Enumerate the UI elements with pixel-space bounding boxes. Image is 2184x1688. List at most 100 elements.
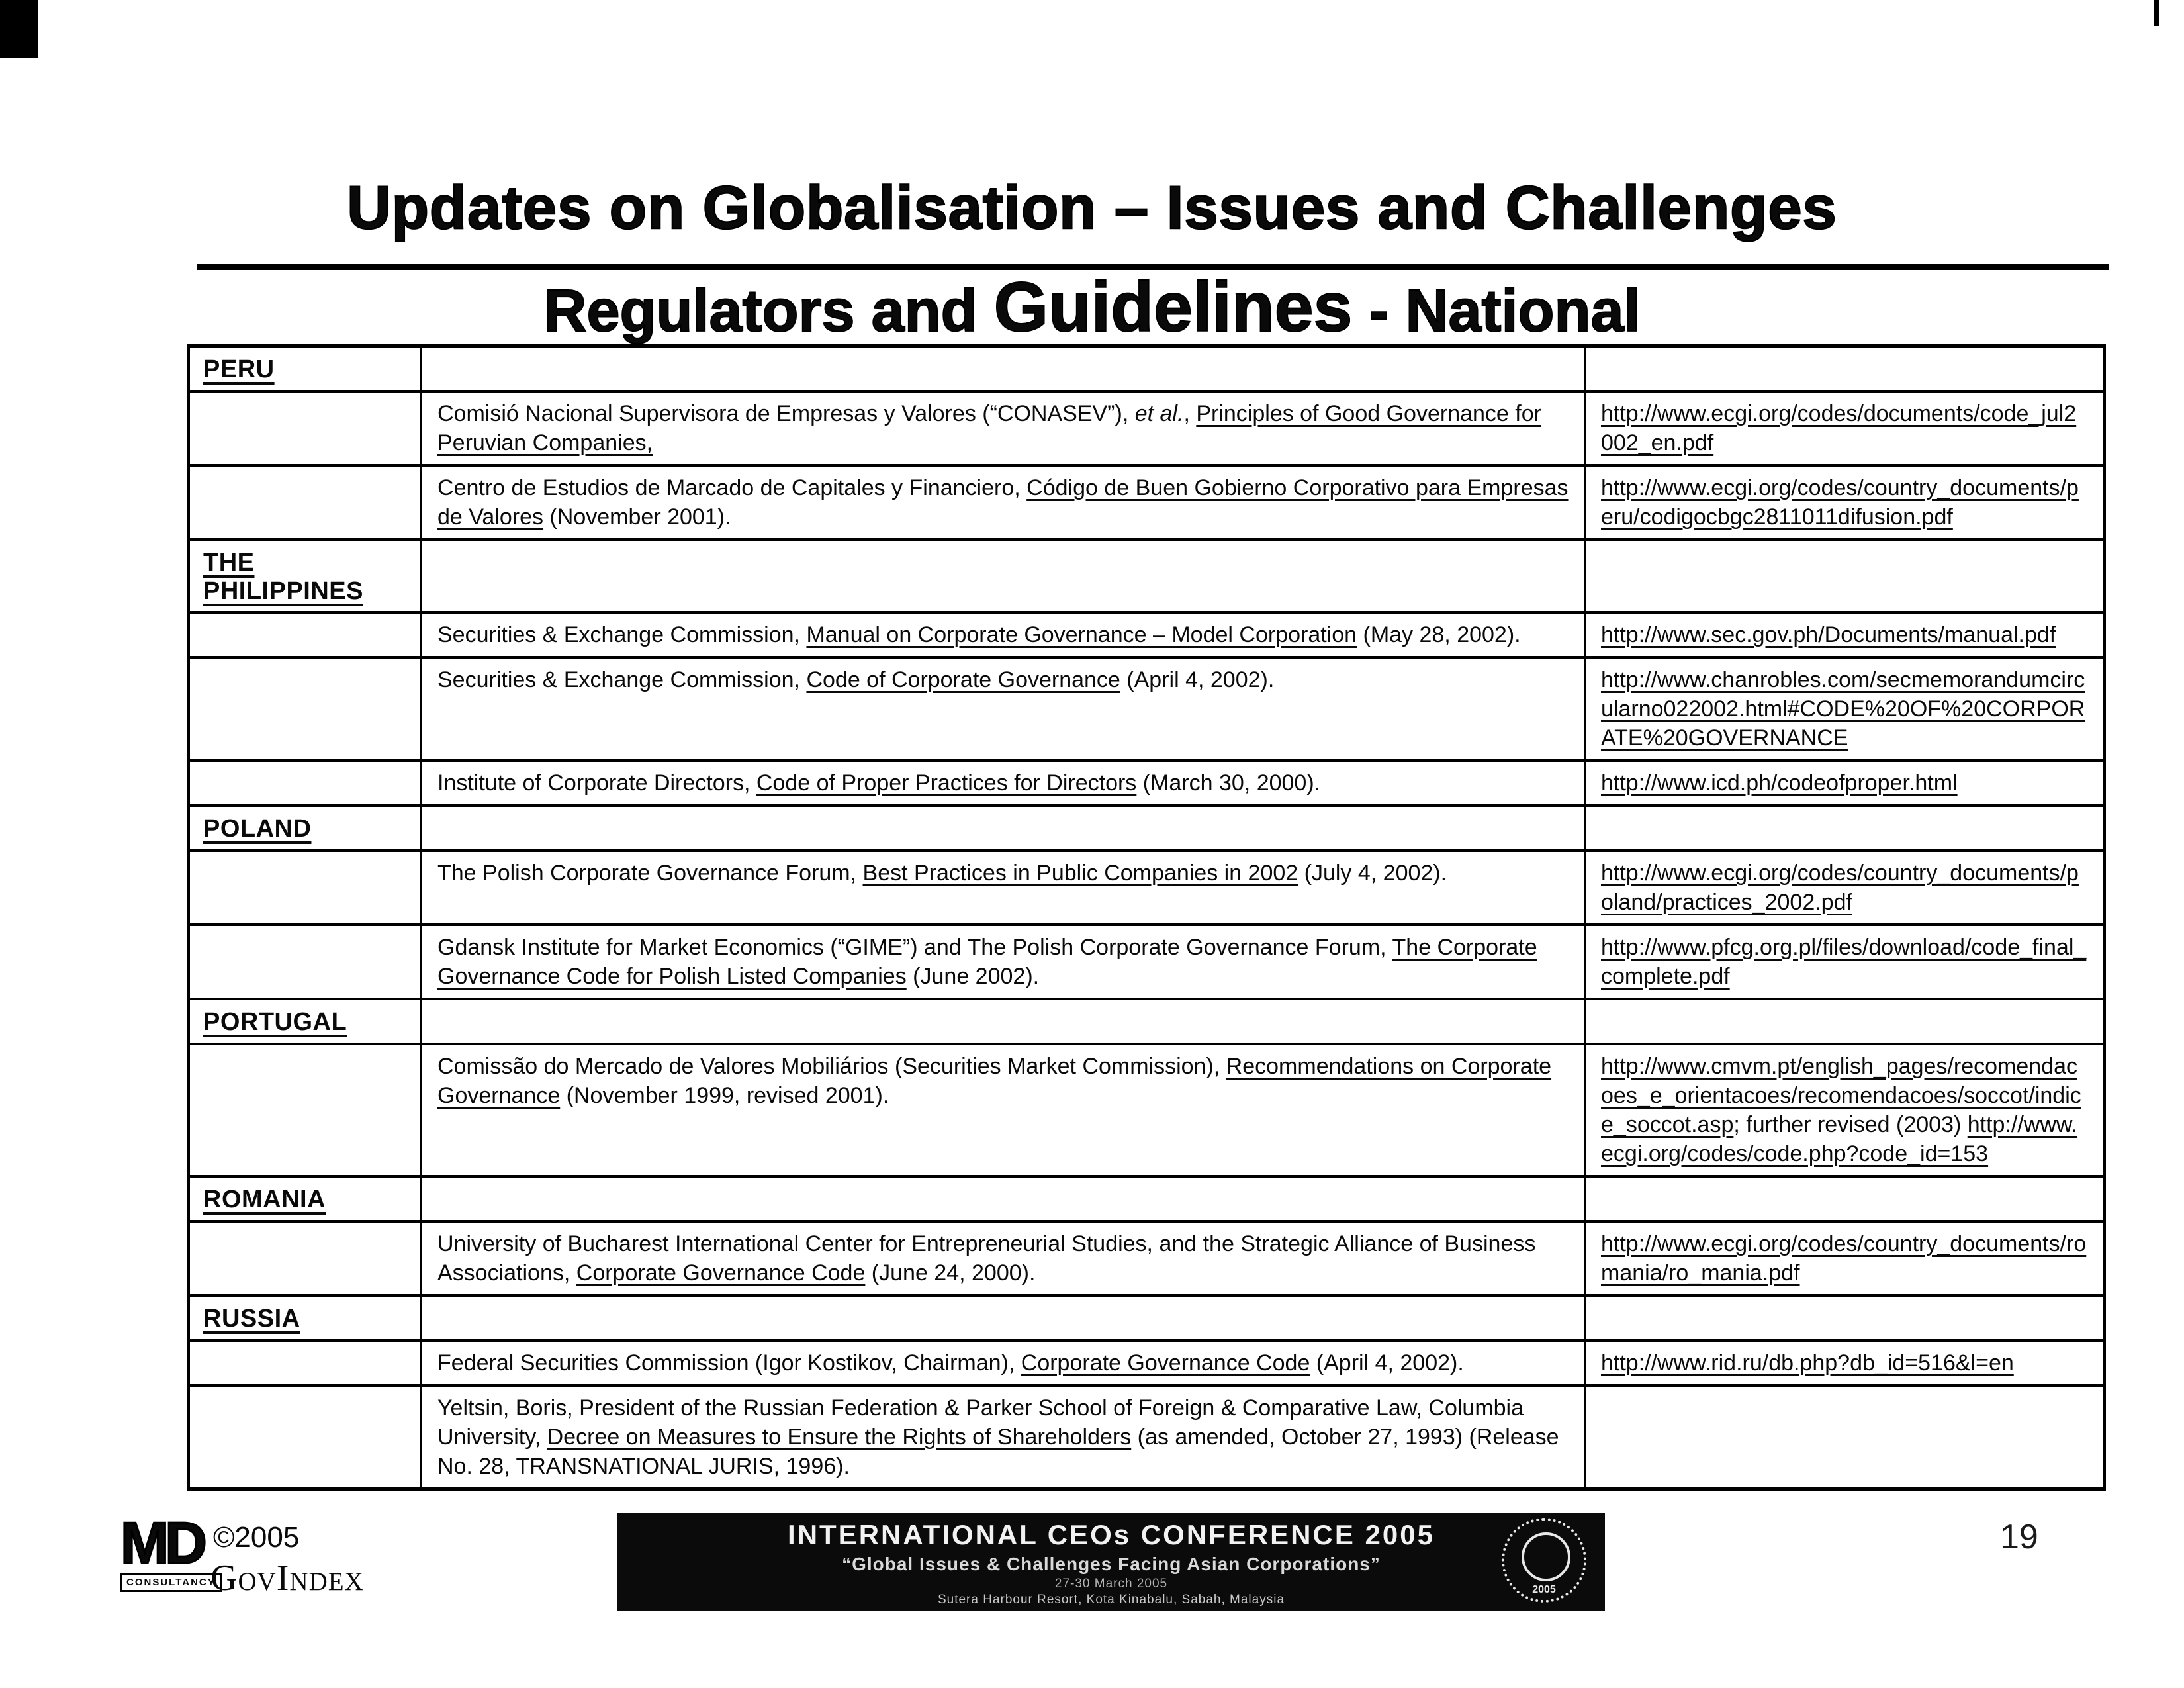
country-cell: THE PHILIPPINES [190,541,422,611]
text-segment: et al. [1134,401,1184,426]
entry-url-cell: http://www.pfcg.org.pl/files/download/co… [1586,926,2103,998]
subtitle-part-3: - National [1352,277,1641,345]
text-segment: (April 4, 2002). [1310,1350,1464,1376]
entry-description-cell: Centro de Estudios de Marcado de Capital… [422,467,1586,538]
country-row: THE PHILIPPINES [190,538,2103,611]
url-link[interactable]: http://www.icd.ph/codeofproper.html [1601,771,1958,796]
copyright-text: ©2005 [213,1521,300,1554]
entry-url-cell [1586,1178,2103,1220]
page-subtitle: Regulators and Guidelines - National [0,267,2184,348]
entry-row: Securities & Exchange Commission, Manual… [190,611,2103,656]
text-segment: Institute of Corporate Directors, [437,771,756,796]
text-segment: Recommendations on Corporate Governance [437,1054,1552,1108]
entry-row: The Polish Corporate Governance Forum, B… [190,849,2103,923]
country-label: PORTUGAL [203,1008,347,1036]
entry-url-cell [1586,807,2103,849]
entry-row: Institute of Corporate Directors, Code o… [190,759,2103,804]
title-rule [197,264,2109,270]
govindex-logo: GovIndex [210,1558,364,1599]
country-cell [190,762,422,804]
text-segment: Centro de Estudios de Marcado de Capital… [437,475,1027,500]
url-link[interactable]: http://www.pfcg.org.pl/files/download/co… [1601,935,2087,989]
text-segment: Comissão do Mercado de Valores Mobiliári… [437,1054,1226,1079]
text-segment: The Polish Corporate Governance Forum, [437,861,863,886]
country-cell: ROMANIA [190,1178,422,1220]
entry-description-cell: The Polish Corporate Governance Forum, B… [422,852,1586,923]
text-segment: Yeltsin, Boris, President of the Russian… [437,1395,1524,1450]
conference-seal-inner-ring [1522,1532,1570,1581]
url-link[interactable]: http://www.ecgi.org/codes/country_docume… [1601,861,2079,915]
text-segment: (November 1999, revised 2001). [560,1083,889,1108]
country-row: ROMANIA [190,1175,2103,1220]
country-label: RUSSIA [203,1305,300,1333]
banner-quote: “Global Issues & Challenges Facing Asian… [842,1554,1381,1574]
entry-description-cell [422,348,1586,390]
url-link[interactable]: http://www.cmvm.pt/english_pages/recomen… [1601,1054,2081,1137]
url-link[interactable]: http://www.ecgi.org/codes/country_docume… [1601,475,2079,530]
entry-url-cell [1586,348,2103,390]
entry-description-cell [422,1297,1586,1339]
url-link[interactable]: http://www.chanrobles.com/secmemorandumc… [1601,667,2085,751]
entry-row: Yeltsin, Boris, President of the Russian… [190,1384,2103,1487]
banner-venue: Sutera Harbour Resort, Kota Kinabalu, Sa… [937,1593,1285,1607]
country-cell [190,467,422,538]
country-label: THE PHILIPPINES [203,549,363,605]
entry-description-cell: Federal Securities Commission (Igor Kost… [422,1342,1586,1384]
text-segment: , [1183,401,1197,426]
country-row: RUSSIA [190,1294,2103,1339]
subtitle-part-1: Regulators and [543,277,994,345]
text-segment: Corporate Governance Code [1021,1350,1310,1376]
text-segment: (April 4, 2002). [1120,667,1275,692]
country-row: POLAND [190,804,2103,849]
text-segment: University of Bucharest International Ce… [437,1231,1536,1286]
entry-url-cell: http://www.ecgi.org/codes/country_docume… [1586,467,2103,538]
text-segment: (June 2002). [906,964,1040,989]
conference-banner: INTERNATIONAL CEOs CONFERENCE 2005 “Glob… [617,1513,1605,1611]
entry-description-cell: Yeltsin, Boris, President of the Russian… [422,1387,1586,1487]
entry-url-cell: http://www.chanrobles.com/secmemorandumc… [1586,659,2103,759]
country-cell [190,1387,422,1487]
text-segment: Manual on Corporate Governance – Model C… [806,622,1357,647]
entry-url-cell: http://www.cmvm.pt/english_pages/recomen… [1586,1045,2103,1175]
url-link[interactable]: http://www.ecgi.org/codes/country_docume… [1601,1231,2087,1286]
regulators-table: PERU Comisió Nacional Supervisora de Empr… [187,344,2106,1491]
url-link[interactable]: http://www.sec.gov.ph/Documents/manual.p… [1601,622,2056,647]
scan-artifact-top-right [2154,0,2159,26]
country-cell: PERU [190,348,422,390]
entry-row: University of Bucharest International Ce… [190,1220,2103,1294]
entry-url-cell: http://www.sec.gov.ph/Documents/manual.p… [1586,614,2103,656]
page-number: 19 [2000,1518,2038,1556]
banner-title: INTERNATIONAL CEOs CONFERENCE 2005 [788,1519,1435,1550]
entry-url-cell [1586,541,2103,611]
entry-url-cell [1586,1000,2103,1043]
conference-seal-icon: 2005 [1502,1518,1586,1603]
banner-dates: 27-30 March 2005 [1054,1577,1168,1591]
entry-row: Gdansk Institute for Market Economics (“… [190,923,2103,998]
country-cell [190,1342,422,1384]
text-segment: Securities & Exchange Commission, [437,622,807,647]
url-link[interactable]: http://www.ecgi.org/codes/documents/code… [1601,401,2077,455]
text-segment: Securities & Exchange Commission, [437,667,807,692]
country-label: ROMANIA [203,1186,326,1213]
text-segment: (November 2001). [543,504,731,530]
text-segment: Decree on Measures to Ensure the Rights … [547,1425,1132,1450]
text-segment: (July 4, 2002). [1298,861,1447,886]
entry-row: Comisió Nacional Supervisora de Empresas… [190,390,2103,464]
country-row: PERU [190,348,2103,390]
entry-description-cell: Institute of Corporate Directors, Code o… [422,762,1586,804]
text-segment: Federal Securities Commission (Igor Kost… [437,1350,1021,1376]
entry-description-cell: Securities & Exchange Commission, Manual… [422,614,1586,656]
text-segment: (March 30, 2000). [1136,771,1321,796]
entry-url-cell: http://www.ecgi.org/codes/country_docume… [1586,852,2103,923]
entry-description-cell: Comissão do Mercado de Valores Mobiliári… [422,1045,1586,1175]
entry-url-cell: http://www.icd.ph/codeofproper.html [1586,762,2103,804]
country-row: PORTUGAL [190,998,2103,1043]
entry-url-cell: http://www.ecgi.org/codes/country_docume… [1586,1223,2103,1294]
entry-url-cell: http://www.rid.ru/db.php?db_id=516&l=en [1586,1342,2103,1384]
country-cell [190,393,422,464]
url-link[interactable]: http://www.rid.ru/db.php?db_id=516&l=en [1601,1350,2014,1376]
conference-seal-year: 2005 [1532,1584,1556,1595]
md-consultancy-label: CONSULTANCY [120,1573,222,1592]
url-link[interactable]: http://www.ecgi.org/codes/code.php?code_… [1601,1112,2078,1166]
entry-description-cell: Securities & Exchange Commission, Code o… [422,659,1586,759]
